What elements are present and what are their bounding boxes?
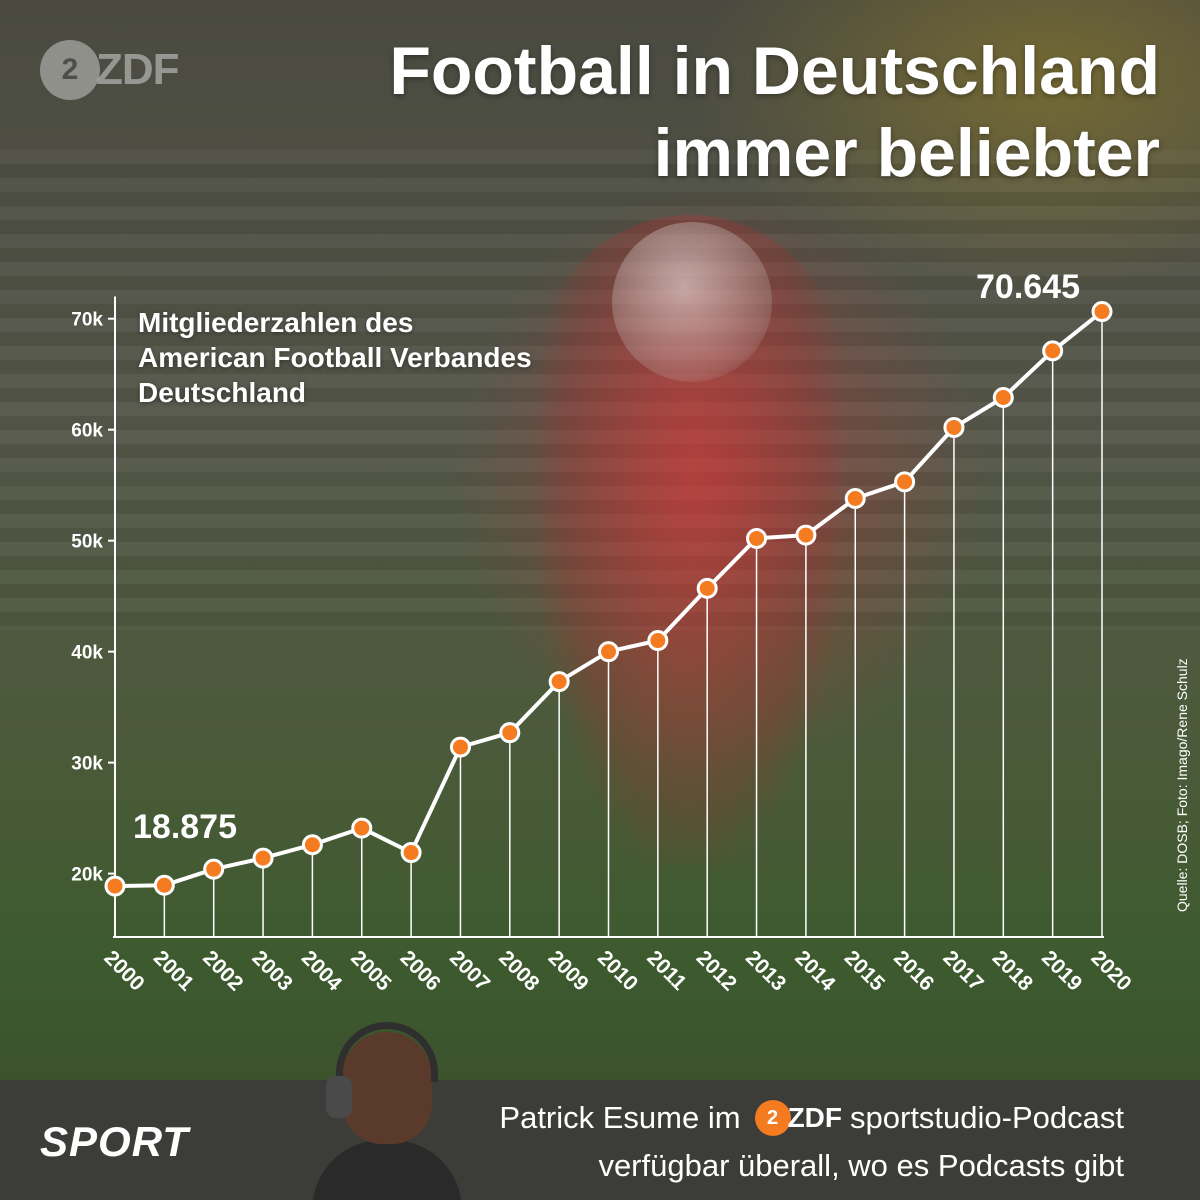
x-tick-label: 2011 bbox=[642, 946, 691, 995]
data-point-2006 bbox=[400, 842, 422, 864]
zdf-logo: 2 ZDF bbox=[40, 40, 180, 100]
x-tick-label: 2001 bbox=[149, 946, 199, 996]
x-tick-label: 2016 bbox=[889, 946, 938, 995]
x-tick-label: 2018 bbox=[988, 946, 1038, 996]
data-point-2011 bbox=[647, 630, 669, 652]
data-point-2001 bbox=[153, 874, 175, 896]
data-point-2002 bbox=[203, 858, 225, 880]
data-point-2000 bbox=[104, 875, 126, 897]
podcast-promo-line-2: verfügbar überall, wo es Podcasts gibt bbox=[598, 1148, 1124, 1183]
title-line-1: Football in Deutschland bbox=[389, 33, 1160, 109]
subtitle-line-3: Deutschland bbox=[138, 377, 307, 408]
x-tick-label: 2006 bbox=[396, 946, 445, 995]
annotation-end-value: 70.645 bbox=[976, 268, 1080, 306]
annotation-start-value: 18.875 bbox=[133, 808, 237, 846]
data-point-2020 bbox=[1091, 301, 1113, 323]
title-line-2: immer beliebter bbox=[653, 115, 1160, 191]
host-shirt bbox=[312, 1140, 462, 1200]
y-tick-label: 40k bbox=[71, 643, 103, 664]
data-point-2014 bbox=[795, 524, 817, 546]
x-tick-label: 2013 bbox=[741, 946, 790, 995]
data-point-2005 bbox=[351, 817, 373, 839]
data-point-2012 bbox=[696, 577, 718, 599]
podcast-host-text: Patrick Esume im bbox=[499, 1100, 741, 1135]
data-point-2013 bbox=[746, 527, 768, 549]
data-point-2017 bbox=[943, 416, 965, 438]
headset-band bbox=[336, 1022, 438, 1082]
subtitle-line-1: Mitgliederzahlen des bbox=[138, 307, 414, 338]
podcast-promo-line-1: Patrick Esume im 2 ZDF sportstudio-Podca… bbox=[499, 1100, 1124, 1136]
x-tick-label: 2017 bbox=[938, 946, 987, 995]
x-tick-label: 2003 bbox=[248, 946, 297, 995]
zdf-logo-circle: 2 bbox=[40, 40, 100, 100]
x-tick-label: 2002 bbox=[198, 946, 247, 995]
data-point-2015 bbox=[844, 487, 866, 509]
x-tick-label: 2010 bbox=[593, 946, 642, 995]
data-point-2010 bbox=[598, 641, 619, 663]
data-point-2018 bbox=[992, 386, 1014, 408]
player-helmet-shape bbox=[612, 222, 772, 382]
zdf-logo-text: ZDF bbox=[96, 45, 180, 94]
x-tick-label: 2005 bbox=[346, 946, 396, 996]
x-tick-label: 2004 bbox=[297, 946, 347, 996]
x-tick-label: 2014 bbox=[790, 946, 840, 996]
x-tick-label: 2009 bbox=[544, 946, 593, 995]
x-tick-label: 2015 bbox=[840, 946, 890, 996]
podcast-name-text: sportstudio-Podcast bbox=[850, 1100, 1124, 1135]
headset-icon bbox=[326, 1076, 352, 1118]
data-point-2016 bbox=[894, 471, 916, 493]
zdf-podcast-logo: 2 ZDF bbox=[754, 1100, 843, 1136]
x-tick-label: 2007 bbox=[445, 946, 494, 995]
zdf-podcast-logo-text: ZDF bbox=[787, 1102, 843, 1133]
host-portrait bbox=[312, 1020, 462, 1200]
x-tick-label: 2019 bbox=[1037, 946, 1086, 995]
x-tick-label: 2000 bbox=[99, 946, 148, 995]
y-tick-label: 60k bbox=[71, 421, 103, 442]
source-credit: Quelle: DOSB; Foto: Imago/Rene Schulz bbox=[1174, 658, 1190, 912]
data-point-2007 bbox=[449, 736, 471, 758]
data-point-2019 bbox=[1042, 340, 1064, 362]
x-tick-label: 2008 bbox=[494, 946, 544, 996]
data-point-2009 bbox=[548, 671, 570, 693]
y-tick-label: 50k bbox=[71, 532, 103, 553]
y-tick-label: 30k bbox=[71, 754, 103, 775]
footer-bar bbox=[0, 1080, 1200, 1200]
y-tick-label: 70k bbox=[71, 310, 103, 331]
zdf-logo-icon: 2 bbox=[754, 1100, 791, 1136]
data-point-2003 bbox=[252, 847, 274, 869]
x-tick-label: 2012 bbox=[692, 946, 741, 995]
chart-subtitle: Mitgliederzahlen des American Football V… bbox=[138, 305, 598, 410]
x-tick-label: 2020 bbox=[1086, 946, 1135, 995]
y-tick-label: 20k bbox=[71, 865, 103, 886]
data-point-2008 bbox=[499, 722, 521, 744]
subtitle-line-2: American Football Verbandes bbox=[138, 342, 532, 373]
sport-label: SPORT bbox=[40, 1118, 189, 1165]
page-title: Football in Deutschland immer beliebter bbox=[160, 30, 1160, 194]
data-point-2004 bbox=[301, 834, 323, 856]
